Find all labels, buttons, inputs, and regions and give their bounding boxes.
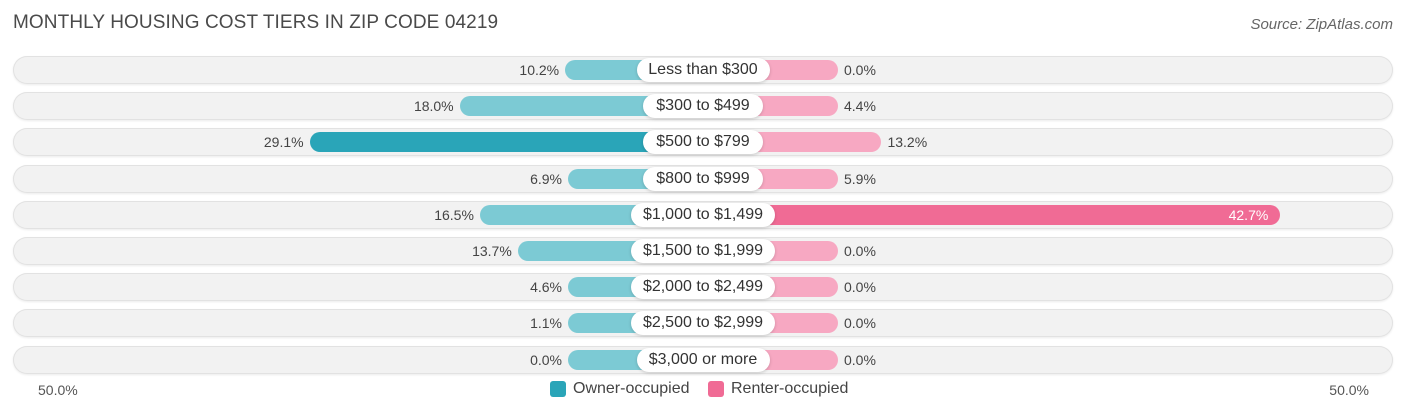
category-label: $800 to $999 — [643, 166, 763, 191]
legend-owner-swatch — [550, 381, 566, 397]
chart-title: MONTHLY HOUSING COST TIERS IN ZIP CODE 0… — [13, 12, 499, 33]
owner-value-label: 18.0% — [413, 98, 454, 115]
renter-value-label: 4.4% — [844, 98, 876, 115]
renter-value-label: 42.7% — [1228, 206, 1269, 223]
owner-value-label: 29.1% — [263, 134, 304, 151]
owner-value-label: 4.6% — [530, 279, 562, 296]
renter-value-label: 0.0% — [844, 315, 876, 332]
category-label: $1,000 to $1,499 — [631, 202, 775, 227]
owner-value-label: 13.7% — [472, 243, 512, 259]
owner-value-label: 10.2% — [519, 62, 560, 78]
owner-bar — [459, 96, 703, 117]
legend-owner: Owner-occupied — [550, 380, 690, 398]
legend-renter-swatch — [708, 381, 724, 397]
category-label: $2,500 to $2,999 — [631, 311, 775, 336]
renter-value-label: 13.2% — [887, 134, 928, 151]
owner-value-label: 0.0% — [530, 351, 562, 368]
renter-value-label: 5.9% — [844, 170, 876, 187]
axis-right-label: 50.0% — [1329, 382, 1369, 398]
category-label: $500 to $799 — [643, 130, 763, 155]
legend-renter: Renter-occupied — [708, 380, 848, 398]
axis-left-label: 50.0% — [38, 382, 78, 398]
category-label: Less than $300 — [636, 58, 770, 82]
renter-value-label: 0.0% — [844, 279, 876, 296]
owner-bar — [309, 132, 703, 153]
legend-owner-label: Owner-occupied — [573, 380, 690, 397]
owner-value-label: 1.1% — [530, 315, 562, 332]
owner-value-label: 6.9% — [530, 170, 562, 187]
category-label: $300 to $499 — [643, 94, 763, 119]
category-label: $3,000 or more — [636, 347, 770, 372]
category-label: $2,000 to $2,499 — [631, 275, 775, 300]
legend-renter-label: Renter-occupied — [731, 380, 849, 397]
renter-value-label: 0.0% — [844, 243, 876, 259]
renter-bar — [703, 204, 1281, 225]
source-label: Source: ZipAtlas.com — [1250, 16, 1393, 33]
category-label: $1,500 to $1,999 — [631, 239, 775, 263]
owner-value-label: 16.5% — [434, 206, 474, 223]
renter-value-label: 0.0% — [844, 62, 876, 78]
renter-value-label: 0.0% — [844, 351, 876, 368]
